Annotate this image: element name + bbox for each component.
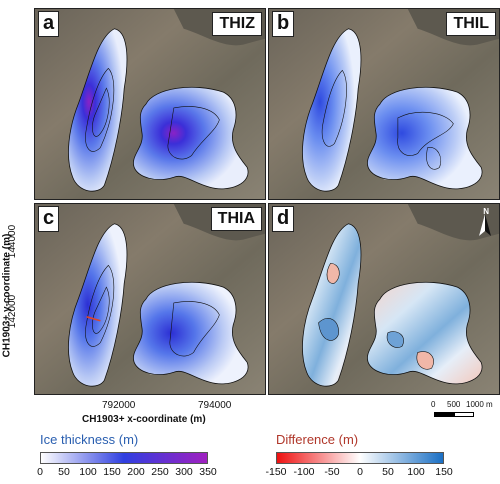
thickness-tick: 300 (175, 466, 193, 478)
scale-tick: 1000 m (466, 400, 493, 409)
difference-tick: -100 (293, 466, 315, 478)
scale-tick: 500 (447, 400, 461, 409)
thickness-tick: 350 (199, 466, 217, 478)
difference-tick: 0 (357, 466, 363, 478)
panel-label: c (38, 206, 60, 232)
panel-label: b (272, 11, 295, 37)
y-tick: 144000 (7, 224, 19, 259)
thickness-tick: 200 (127, 466, 145, 478)
scale-tick: 0 (431, 400, 436, 409)
thickness-tick: 0 (37, 466, 43, 478)
scale-bar-white (454, 412, 474, 417)
panel-label: d (272, 206, 295, 232)
difference-tick: 50 (382, 466, 394, 478)
x-tick: 794000 (198, 400, 232, 411)
panel-title: THIA (210, 207, 262, 231)
panel-label: a (38, 11, 60, 37)
thickness-tick: 150 (103, 466, 121, 478)
y-tick: 142000 (7, 294, 19, 329)
difference-colorbar-title: Difference (m) (276, 432, 359, 447)
thickness-tick: 50 (58, 466, 70, 478)
north-arrow-icon (479, 214, 491, 236)
difference-colorbar (276, 452, 444, 464)
panel-c: c THIA (34, 203, 266, 395)
panel-title: THIZ (212, 12, 262, 36)
difference-tick: 100 (407, 466, 425, 478)
difference-tick: -150 (265, 466, 287, 478)
difference-tick: 150 (435, 466, 453, 478)
scale-bar-black (434, 412, 454, 417)
difference-tick: -50 (324, 466, 340, 478)
x-axis-label: CH1903+ x-coordinate (m) (82, 414, 206, 425)
scale-bar (434, 412, 474, 417)
thickness-tick: 250 (151, 466, 169, 478)
panel-title: THIL (446, 12, 496, 36)
thickness-colorbar-ticks: 0 50 100 150 200 250 300 350 (37, 466, 217, 480)
thickness-colorbar (40, 452, 208, 464)
panel-d: d N (268, 203, 500, 395)
thickness-colorbar-title: Ice thickness (m) (40, 432, 139, 447)
difference-colorbar-ticks: -150 -100 -50 0 50 100 150 (265, 466, 452, 480)
x-tick: 792000 (102, 400, 136, 411)
north-arrow-label: N (483, 207, 489, 216)
thickness-tick: 100 (79, 466, 97, 478)
panel-b: b THIL (268, 8, 500, 200)
panel-a: a THIZ (34, 8, 266, 200)
